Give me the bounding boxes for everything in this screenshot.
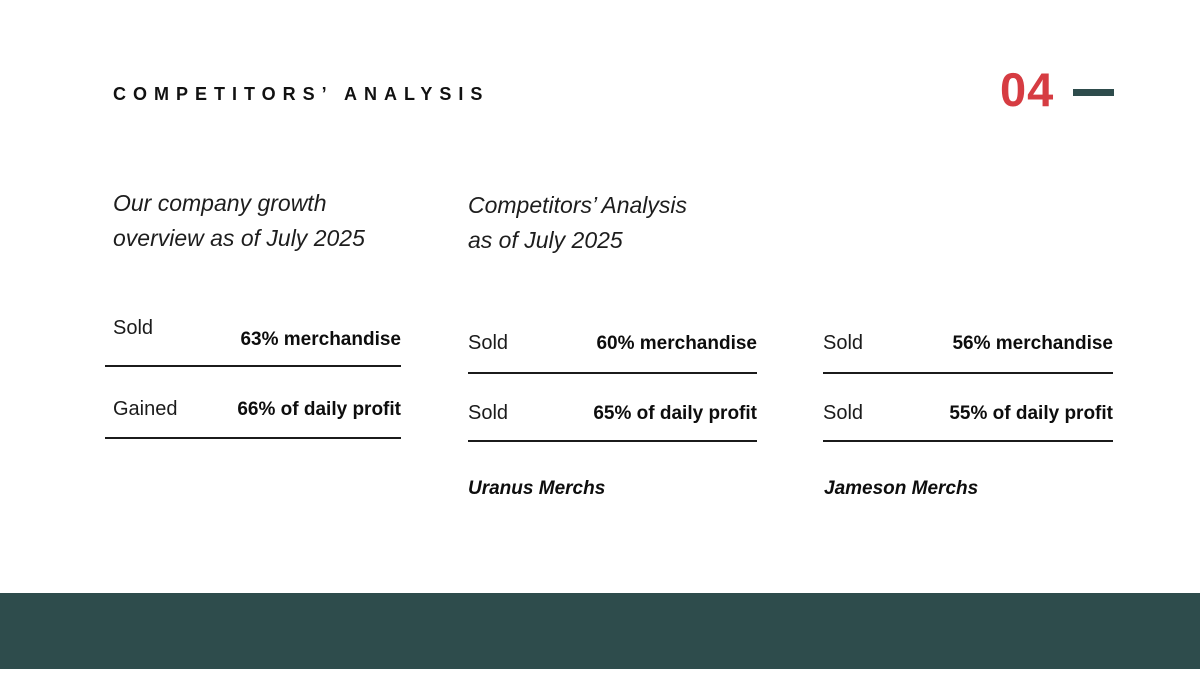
metric-label: Sold: [468, 402, 509, 424]
metric-value: 55% of daily profit: [949, 403, 1113, 424]
metric-label: Sold: [823, 402, 864, 424]
metric-label: Sold: [113, 317, 154, 339]
metric-row: Sold 63% merchandise: [105, 310, 401, 367]
metric-row: Gained 66% of daily profit: [105, 384, 401, 439]
column2-header-line2: as of July 2025: [468, 227, 623, 253]
column1-header-line1: Our company growth: [113, 190, 327, 216]
column2-header: Competitors’ Analysis as of July 2025: [468, 188, 687, 258]
page-number: 04: [1000, 63, 1055, 116]
column1-header: Our company growth overview as of July 2…: [113, 186, 365, 256]
metric-label: Gained: [113, 398, 178, 420]
metric-row: Sold 60% merchandise: [468, 319, 757, 374]
accent-dash: [1073, 89, 1114, 96]
metric-value: 63% merchandise: [240, 329, 401, 350]
metric-value: 66% of daily profit: [237, 399, 401, 420]
metric-row: Sold 55% of daily profit: [823, 387, 1113, 442]
column2-header-line1: Competitors’ Analysis: [468, 192, 688, 218]
metric-row: Sold 65% of daily profit: [468, 387, 757, 442]
company-name: Uranus Merchs: [468, 478, 606, 499]
footer-band: [0, 593, 1200, 669]
company-name: Jameson Merchs: [824, 478, 979, 499]
slide-title: COMPETITORS’ ANALYSIS: [113, 84, 490, 104]
metric-value: 65% of daily profit: [593, 403, 757, 424]
metric-value: 60% merchandise: [596, 333, 757, 354]
metric-value: 56% merchandise: [952, 333, 1113, 354]
metric-label: Sold: [823, 332, 864, 354]
metric-row: Sold 56% merchandise: [823, 319, 1113, 374]
column1-header-line2: overview as of July 2025: [113, 225, 365, 251]
metric-label: Sold: [468, 332, 509, 354]
